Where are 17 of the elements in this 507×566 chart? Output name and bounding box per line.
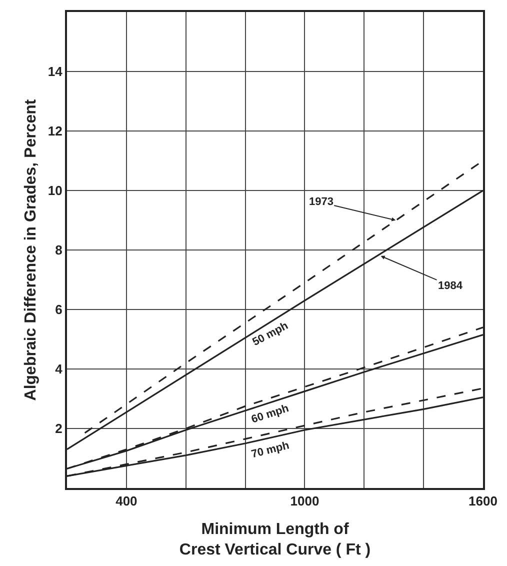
x-tick-label: 1000 xyxy=(290,494,320,509)
y-tick-label: 10 xyxy=(48,183,62,198)
x-tick-label: 400 xyxy=(116,494,138,509)
annotation: 1973 xyxy=(309,196,334,208)
y-axis-title: Algebraic Difference in Grades, Percent xyxy=(22,98,40,401)
annotation: 60 mph xyxy=(250,402,291,426)
y-tick-label: 8 xyxy=(55,242,62,258)
y-tick-label: 6 xyxy=(55,302,62,318)
y-tick-label: 4 xyxy=(55,362,64,377)
annotation: 50 mph xyxy=(250,320,290,349)
x-tick-label: 1600 xyxy=(468,494,498,509)
annotation: 1984 xyxy=(438,280,464,292)
y-tick-label: 2 xyxy=(55,421,62,436)
x-axis-title: Minimum Length of Crest Vertical Curve ( Ft ) xyxy=(179,520,371,559)
annotation: 70 mph xyxy=(250,440,291,461)
y-tick-label: 12 xyxy=(48,124,62,139)
y-tick-label: 14 xyxy=(48,64,64,80)
